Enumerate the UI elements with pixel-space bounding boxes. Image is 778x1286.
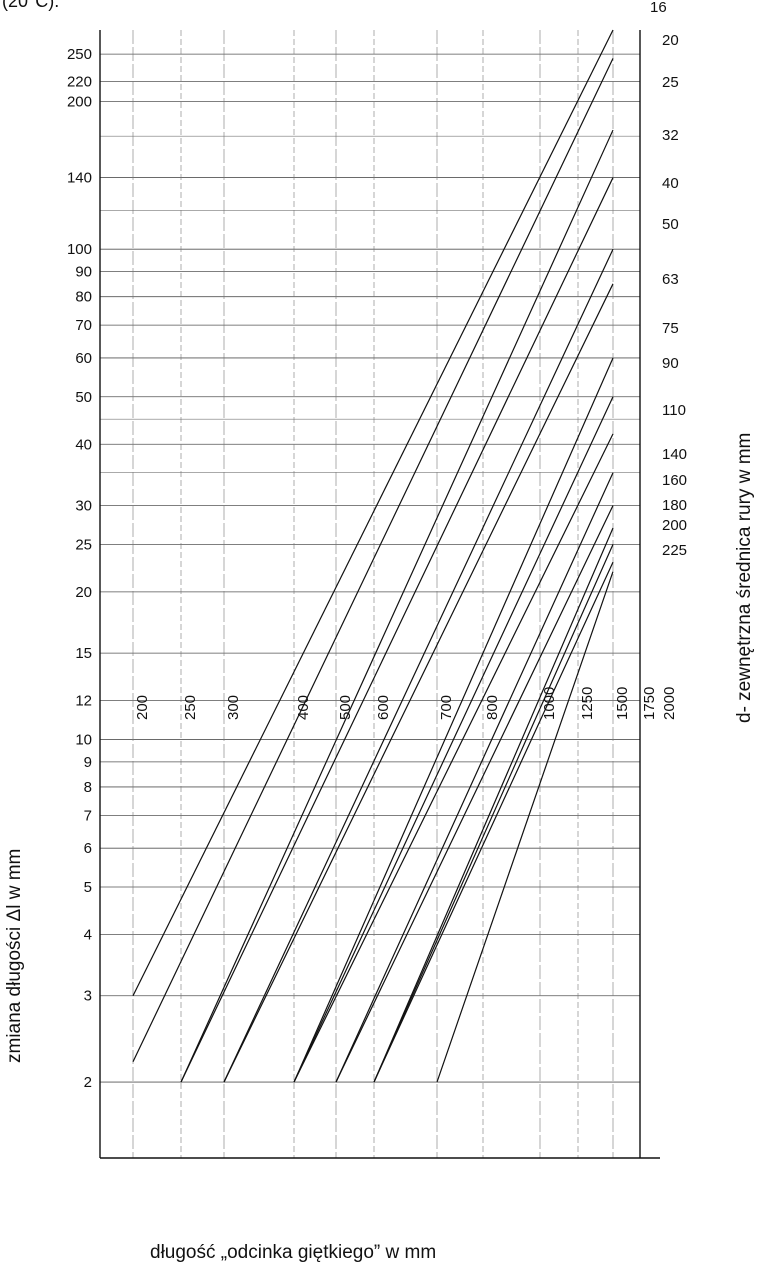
series-label-40: 40	[662, 175, 679, 192]
grid	[100, 30, 640, 1158]
y-tick-label: 40	[75, 436, 92, 453]
y-tick-label: 80	[75, 289, 92, 306]
series-label-180: 180	[662, 497, 687, 514]
y-tick-label: 3	[84, 988, 92, 1005]
y-tick-label: 5	[84, 879, 92, 896]
y-axis-ticks: 2 3 4 5 6 7 8 9 10 12 15 20 25 30 40 50 60 70 80 90 100 140 20…	[67, 46, 92, 1091]
x-tick-label: 1500	[614, 687, 631, 720]
series-label-50: 50	[662, 216, 679, 233]
series-line-32	[180, 177, 614, 1083]
series-label-32: 32	[662, 127, 679, 144]
header-fragment: (20°C).	[2, 0, 60, 11]
y-tick-label: 90	[75, 264, 92, 281]
series-label-160: 160	[662, 472, 687, 489]
series-line-140	[335, 505, 614, 1083]
series-line-63	[293, 357, 614, 1083]
series-label-140: 140	[662, 446, 687, 463]
y-tick-label: 100	[67, 241, 92, 258]
y-tick-label: 30	[75, 498, 92, 515]
series-label-25: 25	[662, 74, 679, 91]
x-tick-label: 400	[295, 695, 312, 720]
series-label-63: 63	[662, 271, 679, 288]
y-tick-label: 220	[67, 73, 92, 90]
x-tick-label: 1250	[579, 687, 596, 720]
y-tick-label: 9	[84, 754, 92, 771]
right-axis-title: d- zewnętrzna średnica rury w mm	[734, 433, 755, 723]
x-tick-label: 300	[225, 695, 242, 720]
series-label-16: 16	[650, 0, 667, 16]
y-tick-label: 20	[75, 584, 92, 601]
y-tick-label: 7	[84, 807, 92, 824]
series-label-75: 75	[662, 320, 679, 337]
x-tick-label: 2000	[661, 687, 678, 720]
series-line-160	[373, 527, 614, 1083]
y-tick-label: 4	[84, 926, 92, 943]
plot-frame	[99, 30, 660, 1159]
series-line-75	[293, 396, 614, 1083]
series-line-20	[132, 58, 614, 1063]
series-line-40	[223, 248, 614, 1083]
series-line-180	[373, 544, 614, 1083]
x-tick-label: 1000	[541, 687, 558, 720]
y-tick-label: 15	[75, 645, 92, 662]
x-tick-label: 250	[182, 695, 199, 720]
series-line-90	[293, 433, 614, 1083]
y-tick-label: 12	[75, 693, 92, 710]
x-tick-label: 800	[484, 695, 501, 720]
y-tick-label: 8	[84, 779, 92, 796]
x-tick-label: 500	[337, 695, 354, 720]
y-tick-label: 6	[84, 840, 92, 857]
y-tick-label: 140	[67, 170, 92, 187]
series-label-200: 200	[662, 517, 687, 534]
y-tick-label: 250	[67, 46, 92, 63]
series-label-90: 90	[662, 355, 679, 372]
series-labels: 16 20 25 32 40 50 63 75 90 110 140 160 180 200 225	[650, 0, 687, 559]
y-tick-label: 10	[75, 731, 92, 748]
x-tick-label: 600	[375, 695, 392, 720]
y-tick-label: 25	[75, 536, 92, 553]
series-line-25	[180, 129, 614, 1083]
y-tick-label: 70	[75, 317, 92, 334]
series-line-110	[335, 472, 614, 1083]
series-label-20: 20	[662, 32, 679, 49]
series-line-16	[132, 29, 614, 997]
x-axis-ticks: 200 250 300 400 500 600 700 800 1000 1250 1500 1750…	[134, 687, 678, 720]
x-axis-title: długość „odcinka giętkiego” w mm	[150, 1242, 436, 1263]
y-tick-label: 50	[75, 389, 92, 406]
x-tick-label: 700	[438, 695, 455, 720]
series-line-50	[223, 283, 614, 1083]
y-tick-label: 60	[75, 350, 92, 367]
series-label-110: 110	[662, 402, 686, 419]
x-tick-label: 200	[134, 695, 151, 720]
y-tick-label: 200	[67, 94, 92, 111]
series-line-200	[373, 561, 614, 1083]
series-line-225	[436, 571, 614, 1083]
x-tick-label: 1750	[641, 687, 658, 720]
y-tick-label: 2	[84, 1074, 92, 1091]
y-axis-title: zmiana długości Δl w mm	[4, 849, 25, 1063]
series-label-225: 225	[662, 542, 687, 559]
series-lines	[132, 29, 614, 1083]
